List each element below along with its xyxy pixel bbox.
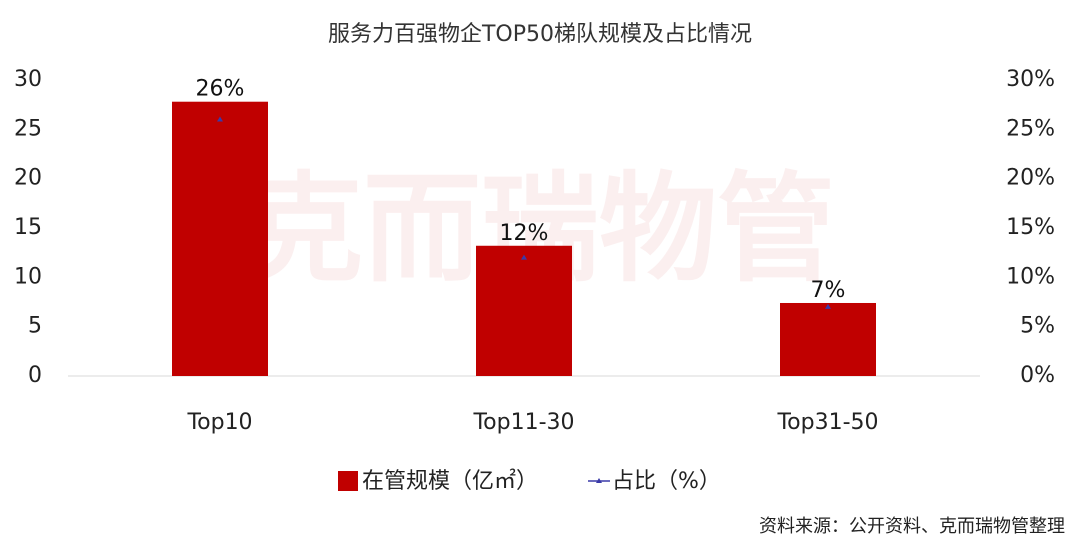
legend-label: 在管规模（亿㎡） (362, 468, 538, 494)
x-tick-label: Top31-50 (776, 410, 878, 435)
y-tick-label: 25 (14, 116, 42, 141)
y2-tick-label: 25% (1006, 116, 1055, 141)
legend-swatch (338, 471, 358, 491)
y-tick-label: 5 (28, 314, 42, 339)
bar (780, 302, 876, 376)
y-tick-label: 10 (14, 264, 42, 289)
y-tick-label: 20 (14, 166, 42, 191)
line-marker (825, 303, 831, 309)
source-note: 资料来源：公开资料、克而瑞物管整理 (759, 516, 1065, 537)
bar (476, 245, 572, 376)
y-tick-label: 30 (14, 67, 42, 92)
data-label: 12% (500, 221, 549, 246)
line-marker (521, 254, 527, 260)
y2-tick-label: 10% (1006, 264, 1055, 289)
y2-tick-label: 30% (1006, 67, 1055, 92)
x-tick-label: Top10 (186, 410, 252, 435)
x-tick-label: Top11-30 (472, 410, 574, 435)
y-tick-label: 15 (14, 215, 42, 240)
chart-title: 服务力百强物企TOP50梯队规模及占比情况 (328, 22, 752, 47)
y-tick-label: 0 (28, 363, 42, 388)
y2-tick-label: 0% (1020, 363, 1055, 388)
bar (172, 101, 268, 376)
legend-label: 占比（%） (612, 469, 721, 494)
legend-swatch-marker (596, 478, 602, 483)
y2-tick-label: 20% (1006, 166, 1055, 191)
y2-tick-label: 5% (1020, 314, 1055, 339)
data-label: 7% (811, 278, 846, 303)
y2-tick-label: 15% (1006, 215, 1055, 240)
line-marker (217, 116, 223, 122)
data-label: 26% (196, 77, 245, 102)
